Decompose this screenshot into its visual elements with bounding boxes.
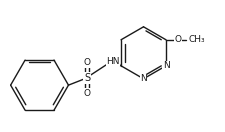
Text: CH₃: CH₃ [188,35,204,44]
Text: N: N [140,74,146,83]
Text: O: O [83,89,90,98]
Text: N: N [162,61,169,70]
Text: S: S [83,73,90,83]
Text: O: O [173,35,180,44]
Text: O: O [83,58,90,67]
Text: HN: HN [106,57,119,66]
